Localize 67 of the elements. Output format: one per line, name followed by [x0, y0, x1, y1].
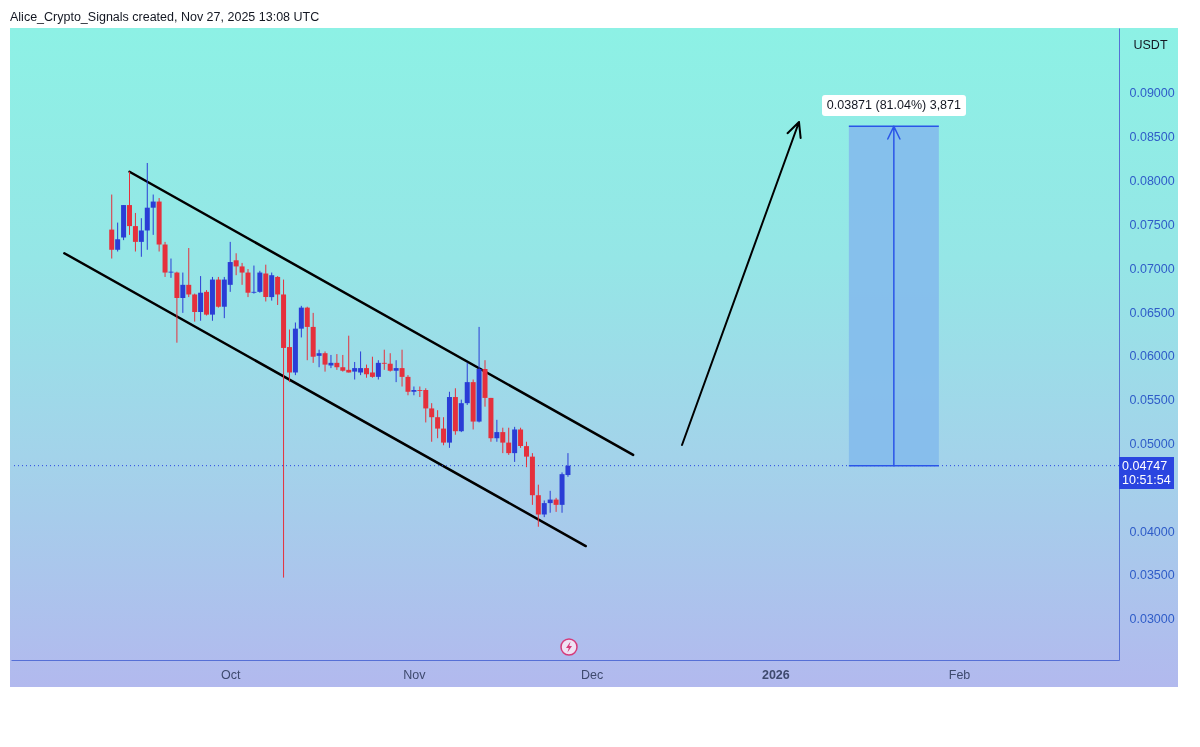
y-tick-label: 0.07000 — [1129, 261, 1175, 276]
candlestick — [334, 353, 340, 371]
text: Alice_Crypto_Signals created, Nov 27, 2025 13:08 UTC — [10, 10, 320, 24]
candlestick — [245, 268, 251, 298]
candlestick — [393, 359, 399, 383]
x-tick-label: 2026 — [761, 667, 790, 682]
candlestick — [144, 162, 150, 251]
x-tick-label: Dec — [581, 667, 604, 682]
candlestick — [512, 426, 518, 463]
candlestick — [506, 427, 512, 456]
y-tick-label: 0.03000 — [1129, 612, 1175, 627]
candlestick — [316, 349, 322, 368]
y-tick-label: 0.06500 — [1129, 305, 1175, 320]
y-tick-label: 0.04000 — [1129, 524, 1175, 539]
candlestick — [429, 402, 435, 443]
candlestick — [233, 252, 239, 276]
y-tick-label: 0.03500 — [1129, 568, 1175, 583]
candlestick — [275, 275, 281, 306]
candlestick — [150, 194, 156, 236]
candlestick — [518, 427, 524, 449]
text: 10:51:54 — [1122, 472, 1171, 487]
y-tick-label: 0.07500 — [1129, 217, 1175, 232]
candlestick — [464, 362, 470, 406]
candlestick — [411, 386, 417, 396]
y-tick-label: 0.06000 — [1129, 349, 1175, 364]
ref-line-label: 0.04747 — [1122, 458, 1169, 473]
candlestick — [192, 293, 198, 323]
candlestick — [494, 419, 500, 443]
candlestick — [109, 194, 115, 260]
candlestick — [263, 264, 269, 302]
x-tick-label: Oct — [221, 667, 241, 682]
candlestick — [523, 441, 529, 468]
x-tick-label: Feb — [948, 667, 971, 682]
candlestick — [198, 275, 204, 322]
candlestick — [387, 352, 393, 373]
candlestick — [322, 350, 328, 373]
data-label: 0.03871 (81.04%) 3,871 — [821, 95, 966, 117]
candlestick — [138, 217, 144, 258]
candlestick — [298, 305, 304, 338]
candlestick — [132, 212, 138, 253]
y-tick-label: 0.08000 — [1129, 174, 1175, 189]
candlestick — [115, 222, 121, 253]
candlestick — [435, 409, 441, 439]
candlestick — [381, 349, 387, 371]
candlestick — [168, 258, 174, 279]
y-tick-label: 0.05000 — [1129, 436, 1175, 451]
candlestick — [251, 265, 257, 295]
y-tick-label: 0.09000 — [1129, 86, 1175, 101]
candlestick — [405, 374, 411, 396]
candlestick — [535, 484, 541, 528]
candlestick — [257, 270, 263, 294]
candlestick — [441, 416, 447, 446]
y-axis-title: USDT — [1133, 37, 1168, 52]
candlestick — [204, 289, 210, 317]
candlestick — [500, 427, 506, 454]
x-tick-label: Nov — [403, 667, 427, 682]
candlestick — [304, 306, 310, 361]
candlestick — [127, 171, 132, 236]
candlestick — [239, 262, 245, 286]
candlestick — [375, 359, 381, 380]
y-tick-label: 0.08500 — [1129, 130, 1175, 145]
candlestick — [399, 349, 405, 388]
candlestick — [553, 497, 559, 513]
candlestick — [186, 247, 192, 298]
candlestick — [180, 272, 186, 314]
candlestick — [269, 272, 275, 302]
y-tick-label: 0.05500 — [1129, 393, 1175, 408]
